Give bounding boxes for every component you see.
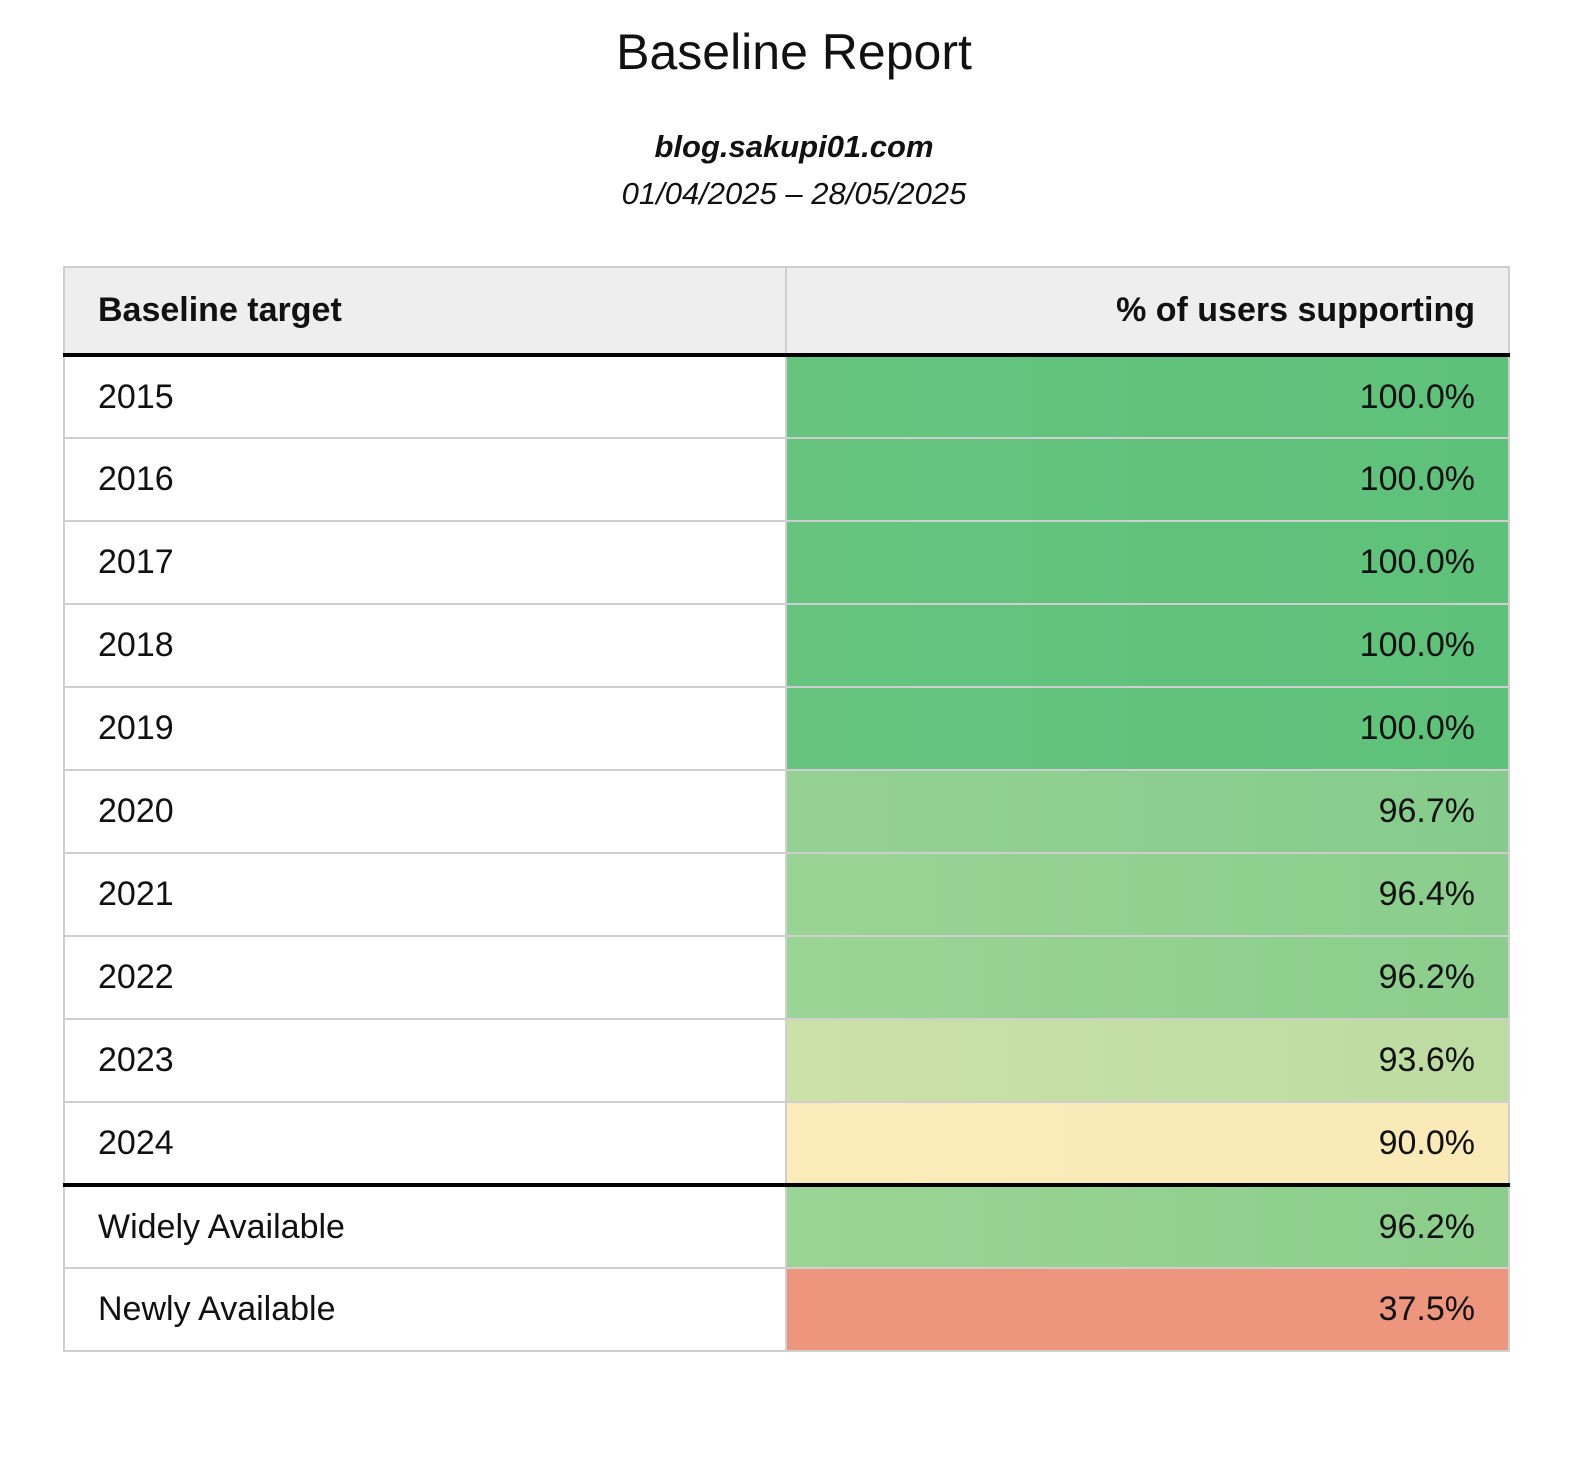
table-row: 2021 96.4% bbox=[63, 852, 1510, 937]
row-percentage: 96.2% bbox=[785, 935, 1510, 1020]
row-percentage: 96.4% bbox=[785, 852, 1510, 937]
row-label: 2021 bbox=[63, 852, 787, 937]
date-range: 01/04/2025 – 28/05/2025 bbox=[621, 176, 967, 211]
row-label: Newly Available bbox=[63, 1267, 787, 1352]
row-percentage: 96.7% bbox=[785, 769, 1510, 854]
row-label: 2016 bbox=[63, 437, 787, 522]
table-row: Newly Available 37.5% bbox=[63, 1267, 1510, 1352]
table-row: 2023 93.6% bbox=[63, 1018, 1510, 1103]
row-label: 2015 bbox=[63, 354, 787, 439]
row-percentage: 100.0% bbox=[785, 603, 1510, 688]
table-body: 2015 100.0% 2016 100.0% 2017 100.0% 2018 100.0%… bbox=[63, 354, 1510, 1187]
baseline-table: Baseline target % of users supporting 20… bbox=[63, 266, 1510, 1352]
table-row: 2018 100.0% bbox=[63, 603, 1510, 688]
column-header-users-supporting: % of users supporting bbox=[785, 266, 1510, 357]
table-summary: Widely Available 96.2% Newly Available 37.5… bbox=[63, 1184, 1510, 1352]
row-label: 2017 bbox=[63, 520, 787, 605]
table-row: 2020 96.7% bbox=[63, 769, 1510, 854]
row-label: 2019 bbox=[63, 686, 787, 771]
row-percentage: 93.6% bbox=[785, 1018, 1510, 1103]
table-row: 2017 100.0% bbox=[63, 520, 1510, 605]
site-name: blog.sakupi01.com bbox=[654, 129, 934, 164]
row-label: 2023 bbox=[63, 1018, 787, 1103]
row-percentage: 96.2% bbox=[785, 1184, 1510, 1269]
row-percentage: 100.0% bbox=[785, 520, 1510, 605]
row-percentage: 100.0% bbox=[785, 437, 1510, 522]
row-percentage: 90.0% bbox=[785, 1101, 1510, 1187]
table-header-row: Baseline target % of users supporting bbox=[63, 266, 1510, 357]
table-row: 2024 90.0% bbox=[63, 1101, 1510, 1187]
row-label: 2020 bbox=[63, 769, 787, 854]
row-label: 2024 bbox=[63, 1101, 787, 1187]
row-label: Widely Available bbox=[63, 1184, 787, 1269]
row-percentage: 100.0% bbox=[785, 686, 1510, 771]
table-row: 2022 96.2% bbox=[63, 935, 1510, 1020]
page-title: Baseline Report bbox=[616, 24, 972, 80]
table-row: Widely Available 96.2% bbox=[63, 1184, 1510, 1269]
row-label: 2018 bbox=[63, 603, 787, 688]
row-percentage: 100.0% bbox=[785, 354, 1510, 439]
table-row: 2015 100.0% bbox=[63, 354, 1510, 439]
row-percentage: 37.5% bbox=[785, 1267, 1510, 1352]
table-row: 2016 100.0% bbox=[63, 437, 1510, 522]
table-row: 2019 100.0% bbox=[63, 686, 1510, 771]
column-header-baseline-target: Baseline target bbox=[63, 266, 787, 357]
row-label: 2022 bbox=[63, 935, 787, 1020]
